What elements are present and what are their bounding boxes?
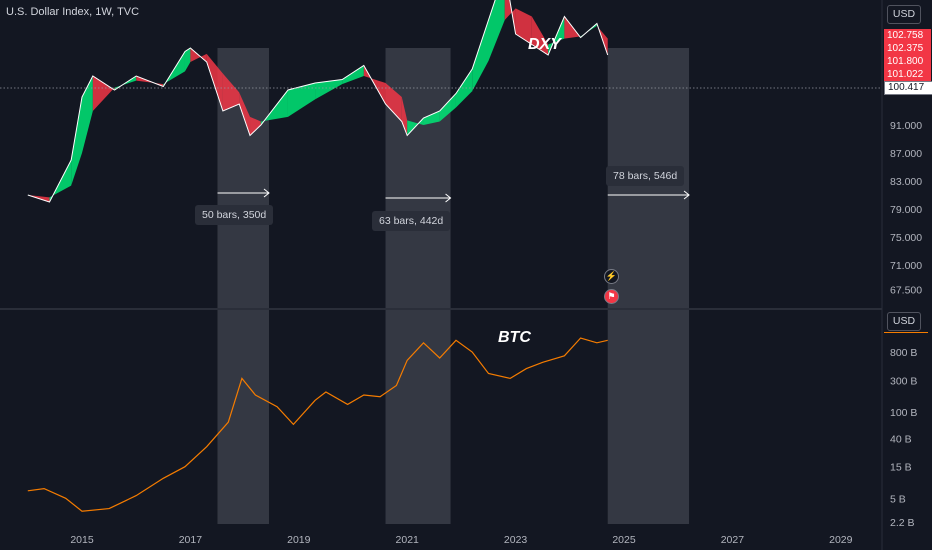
measure-arrows <box>217 188 690 203</box>
dxy-ribbon-segment <box>206 53 223 111</box>
btc-tick-label: 300 B <box>890 375 917 387</box>
btc-tick-label: 5 B <box>890 493 906 505</box>
x-tick-label: 2019 <box>287 534 311 546</box>
dxy-ribbon-segment <box>222 73 240 111</box>
dxy-ribbon-segment <box>439 93 456 122</box>
dxy-tick-label: 75.000 <box>890 232 922 244</box>
x-tick-label: 2027 <box>721 534 745 546</box>
btc-axis-ticks: 800 B 300 B 100 B 40 B 15 B 5 B 2.2 B <box>890 347 917 529</box>
time-zones <box>217 48 690 524</box>
time-axis-ticks: 2015 2017 2019 2021 2023 2025 2027 2029 <box>70 534 852 546</box>
btc-tick-label: 100 B <box>890 407 917 419</box>
dxy-axis-ticks: 91.000 87.000 83.000 79.000 75.000 71.000 67.5… <box>890 120 922 297</box>
btc-tick-label: 40 B <box>890 433 912 445</box>
price-tag: 101.800 <box>884 55 931 68</box>
price-tag: 101.022 <box>884 68 931 81</box>
lightning-icon[interactable]: ⚡ <box>604 269 619 284</box>
dxy-tick-label: 79.000 <box>890 204 922 216</box>
x-tick-label: 2015 <box>70 534 94 546</box>
dxy-ribbon-segment <box>401 97 408 136</box>
last-price-tag: 100.417 <box>884 81 932 95</box>
dxy-ribbon-segment <box>92 76 115 111</box>
dxy-ribbon-segment <box>472 20 489 92</box>
chart-title: U.S. Dollar Index, 1W, TVC <box>6 6 140 18</box>
dxy-ribbon-segment <box>342 65 364 85</box>
dxy-line <box>27 0 609 203</box>
dxy-ribbon-segment <box>515 8 532 45</box>
dxy-ribbon-segment <box>504 0 516 34</box>
arrow-head-3 <box>683 190 690 200</box>
dxy-tick-label: 83.000 <box>890 176 922 188</box>
arrow-head-2 <box>445 193 452 203</box>
us-flag-icon[interactable]: ⚑ <box>604 289 619 304</box>
zone-label-2: 63 bars, 442d <box>372 211 451 231</box>
dxy-tick-label: 87.000 <box>890 148 922 160</box>
dxy-ribbon-segment <box>250 116 261 136</box>
currency-badge-bottom[interactable]: USD <box>887 312 921 331</box>
price-tag: 102.375 <box>884 42 931 55</box>
btc-tick-label: 15 B <box>890 462 912 474</box>
dxy-ribbon-segment <box>71 97 82 186</box>
dxy-ribbon-segment <box>488 0 505 61</box>
btc-label: BTC <box>498 329 531 346</box>
price-tag: 102.758 <box>884 29 931 42</box>
dxy-tick-label: 67.500 <box>890 285 922 297</box>
btc-tick-label: 2.2 B <box>890 517 915 529</box>
dxy-ribbon-segment <box>407 118 424 136</box>
dxy-ribbon-segment <box>315 79 343 100</box>
dxy-label: DXY <box>528 36 561 53</box>
time-zone-1 <box>217 48 269 524</box>
currency-badge-top[interactable]: USD <box>887 5 921 24</box>
btc-axis-marker <box>884 332 928 333</box>
dxy-ribbon-segment <box>531 16 549 55</box>
x-tick-label: 2017 <box>179 534 203 546</box>
x-tick-label: 2025 <box>612 534 636 546</box>
arrow-head-1 <box>263 188 270 198</box>
zone-label-3: 78 bars, 546d <box>606 166 685 186</box>
dxy-ribbon-segment <box>455 69 473 108</box>
x-tick-label: 2029 <box>829 534 853 546</box>
btc-line <box>27 337 608 512</box>
time-zone-3 <box>607 48 690 524</box>
dxy-ribbon-segment <box>82 76 93 153</box>
dxy-tick-label: 91.000 <box>890 120 922 132</box>
dxy-ribbon-segment <box>184 48 191 72</box>
dxy-ribbon-segment <box>385 83 402 122</box>
time-zone-2 <box>385 48 451 524</box>
btc-tick-label: 800 B <box>890 347 917 359</box>
dxy-ribbon-segment <box>239 92 251 136</box>
x-tick-label: 2021 <box>396 534 420 546</box>
dxy-tick-label: 71.000 <box>890 260 922 272</box>
dxy-ribbon-segment <box>423 111 440 125</box>
zone-label-1: 50 bars, 350d <box>195 205 274 225</box>
dxy-ribbon-segment <box>287 83 316 117</box>
dxy-ribbon <box>27 0 608 202</box>
x-tick-label: 2023 <box>504 534 528 546</box>
